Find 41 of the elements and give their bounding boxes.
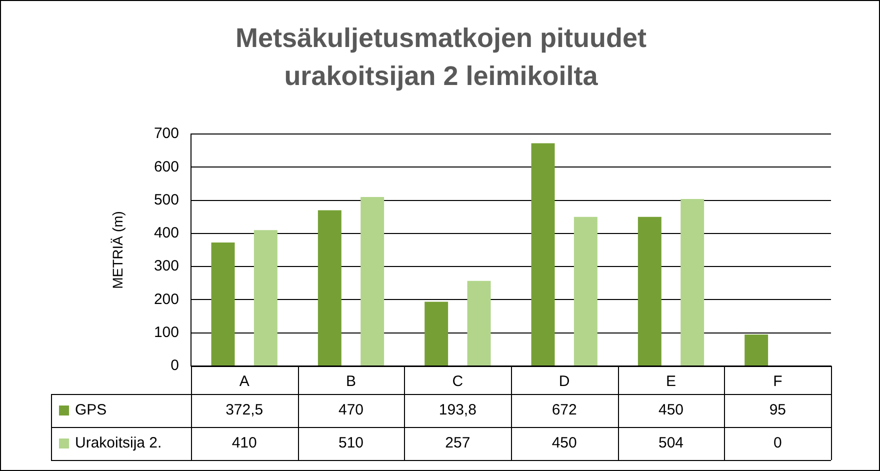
data-label: 450: [658, 402, 684, 419]
data-label: 504: [658, 434, 684, 452]
data-label: 410: [232, 434, 257, 452]
bar: [638, 216, 662, 366]
bar: [424, 302, 448, 366]
bar: [680, 198, 704, 366]
x-tick-label: A: [239, 373, 250, 390]
x-tick-label: E: [666, 373, 676, 390]
data-label: 672: [552, 402, 577, 419]
x-tick-label: D: [558, 373, 570, 390]
y-tick-label: 300: [154, 258, 179, 275]
bar: [744, 334, 768, 366]
x-tick-label: B: [346, 373, 356, 390]
bar: [211, 242, 235, 366]
y-tick-label: 700: [154, 125, 179, 142]
data-label: 193,8: [438, 402, 476, 419]
legend-label: GPS: [75, 402, 107, 419]
x-tick-label: C: [452, 373, 464, 390]
data-label: 470: [338, 402, 364, 419]
data-label: 0: [773, 434, 782, 452]
data-label: 450: [552, 434, 577, 452]
bar: [318, 210, 342, 366]
data-label: 95: [769, 402, 786, 419]
bar: [254, 230, 278, 366]
bar: [574, 216, 598, 366]
y-tick-label: 0: [170, 357, 179, 374]
bar: [360, 196, 384, 366]
y-tick-label: 100: [154, 324, 179, 341]
y-tick-label: 500: [154, 191, 179, 208]
x-tick-label: F: [773, 373, 782, 390]
y-tick-label: 200: [154, 290, 179, 308]
y-axis-title: METRIÄ (m): [109, 211, 126, 289]
legend-label: Urakoitsija 2.: [75, 434, 162, 452]
y-tick-label: 400: [154, 224, 179, 242]
data-label: 257: [445, 434, 470, 452]
bar: [531, 143, 555, 366]
data-label: 510: [338, 434, 364, 452]
data-label: 372,5: [226, 402, 264, 419]
chart-title: Metsäkuljetusmatkojen pituudet urakoitsijan 2 leimikoilta: [234, 22, 648, 93]
y-tick-label: 600: [154, 158, 179, 176]
bar: [467, 280, 491, 366]
